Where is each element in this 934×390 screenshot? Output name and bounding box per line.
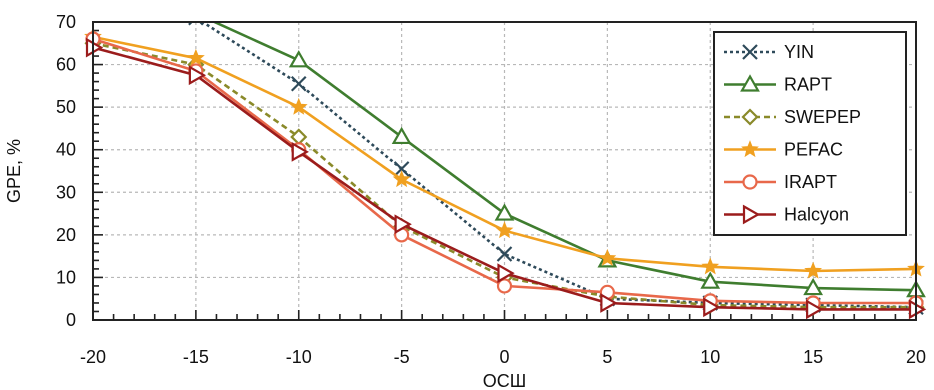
legend: YIN RAPT SWEPEP PEFAC IRAPT Halcyon (714, 32, 906, 235)
legend-label-rapt: RAPT (784, 75, 832, 95)
x-tick-label-7: 15 (803, 347, 823, 367)
y-tick-label-1: 10 (56, 267, 76, 287)
legend-label-yin: YIN (784, 42, 814, 62)
y-tick-label-5: 50 (56, 97, 76, 117)
y-tick-label-6: 60 (56, 55, 76, 75)
x-tick-labels: -20 -15 -10 -5 0 5 10 15 20 (80, 347, 926, 367)
y-axis-title: GPE, % (4, 139, 24, 203)
legend-marker-irapt (744, 176, 757, 189)
data-point-rapt-2 (291, 52, 307, 66)
y-tick-label-2: 20 (56, 225, 76, 245)
data-point-rapt-1 (188, 5, 204, 19)
x-tick-label-3: -5 (394, 347, 410, 367)
legend-label-halcyon: Halcyon (784, 205, 849, 225)
y-tick-labels: 0 10 20 30 40 50 60 70 (56, 12, 76, 330)
x-tick-label-2: -10 (286, 347, 312, 367)
data-point-rapt-3 (394, 129, 410, 143)
y-tick-label-7: 70 (56, 12, 76, 32)
y-tick-label-3: 30 (56, 182, 76, 202)
legend-label-swepep: SWEPEP (784, 107, 861, 127)
x-tick-label-6: 10 (700, 347, 720, 367)
legend-label-pefac: PEFAC (784, 140, 843, 160)
legend-label-irapt: IRAPT (784, 172, 837, 192)
x-tick-label-1: -15 (183, 347, 209, 367)
data-point-pefac-6 (703, 259, 718, 273)
x-tick-label-0: -20 (80, 347, 106, 367)
x-axis-title: ОСШ (483, 371, 527, 390)
y-tick-label-4: 40 (56, 140, 76, 160)
data-point-rapt-4 (497, 206, 513, 220)
x-tick-label-8: 20 (906, 347, 926, 367)
y-tick-label-0: 0 (66, 310, 76, 330)
x-tick-label-4: 0 (499, 347, 509, 367)
x-tick-label-5: 5 (602, 347, 612, 367)
